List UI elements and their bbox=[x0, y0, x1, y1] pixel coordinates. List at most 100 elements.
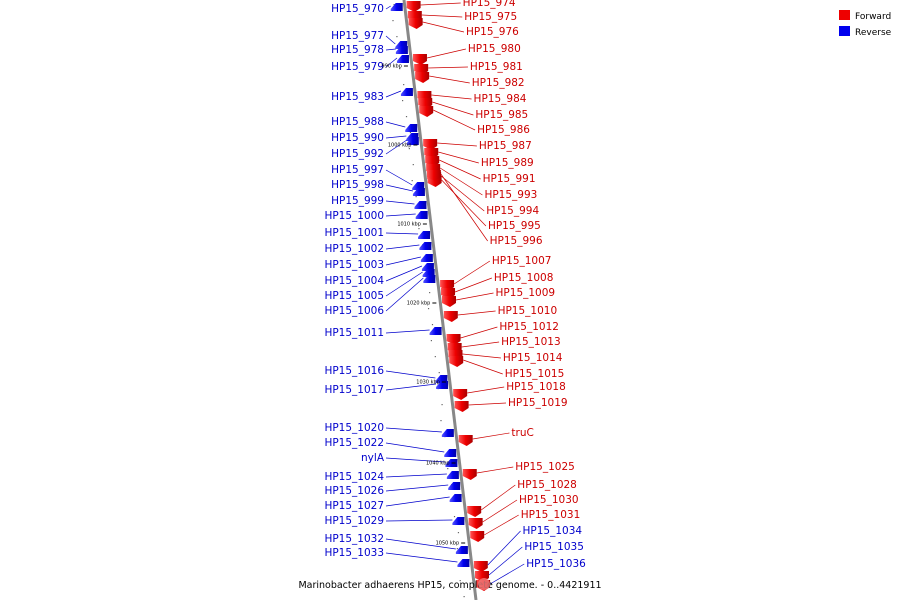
reverse-gene-label[interactable]: HP15_1029 bbox=[324, 515, 384, 527]
forward-gene-block[interactable] bbox=[426, 170, 441, 181]
reverse-gene-label[interactable]: HP15_1002 bbox=[324, 243, 384, 255]
reverse-gene-label[interactable]: HP15_979 bbox=[331, 61, 384, 73]
forward-gene-block[interactable] bbox=[449, 356, 464, 367]
forward-gene-block[interactable] bbox=[462, 469, 477, 480]
reverse-gene-block[interactable] bbox=[448, 482, 461, 490]
forward-gene-label[interactable]: HP15_1034 bbox=[523, 525, 583, 537]
reverse-gene-block[interactable] bbox=[446, 471, 459, 479]
forward-gene-label[interactable]: HP15_984 bbox=[474, 93, 527, 105]
forward-gene-label[interactable]: HP15_985 bbox=[475, 109, 528, 121]
reverse-gene-label[interactable]: HP15_1003 bbox=[324, 259, 384, 271]
reverse-gene-label[interactable]: HP15_1016 bbox=[324, 365, 384, 377]
forward-gene-block[interactable] bbox=[473, 561, 488, 572]
reverse-gene-label[interactable]: HP15_988 bbox=[331, 116, 384, 128]
forward-gene-block[interactable] bbox=[453, 389, 468, 400]
reverse-gene-block[interactable] bbox=[420, 254, 433, 262]
reverse-gene-block[interactable] bbox=[412, 188, 425, 196]
forward-gene-block[interactable] bbox=[423, 139, 438, 150]
reverse-gene-block[interactable] bbox=[395, 46, 408, 54]
reverse-gene-label[interactable]: HP15_970 bbox=[331, 3, 384, 15]
reverse-gene-label[interactable]: HP15_990 bbox=[331, 132, 384, 144]
forward-gene-label[interactable]: HP15_1009 bbox=[496, 287, 556, 299]
reverse-gene-block[interactable] bbox=[452, 517, 465, 525]
reverse-gene-label[interactable]: HP15_992 bbox=[331, 148, 384, 160]
reverse-gene-label[interactable]: HP15_1022 bbox=[324, 437, 384, 449]
forward-gene-label[interactable]: HP15_987 bbox=[479, 140, 532, 152]
reverse-gene-block[interactable] bbox=[455, 546, 468, 554]
reverse-gene-label[interactable]: HP15_1027 bbox=[324, 500, 384, 512]
forward-gene-label[interactable]: HP15_1025 bbox=[515, 461, 575, 473]
forward-gene-label[interactable]: HP15_1010 bbox=[498, 305, 558, 317]
reverse-gene-block[interactable] bbox=[406, 137, 419, 145]
forward-gene-block[interactable] bbox=[470, 531, 485, 542]
reverse-gene-block[interactable] bbox=[396, 55, 409, 63]
reverse-gene-label[interactable]: HP15_1004 bbox=[324, 275, 384, 287]
forward-gene-label[interactable]: HP15_994 bbox=[486, 205, 539, 217]
forward-gene-label[interactable]: HP15_1031 bbox=[521, 509, 581, 521]
forward-gene-block[interactable] bbox=[458, 435, 473, 446]
forward-gene-label[interactable]: HP15_980 bbox=[468, 43, 521, 55]
forward-gene-label[interactable]: HP15_996 bbox=[490, 235, 543, 247]
reverse-gene-label[interactable]: HP15_1026 bbox=[324, 485, 384, 497]
reverse-gene-block[interactable] bbox=[418, 231, 431, 239]
forward-gene-label[interactable]: HP15_1018 bbox=[506, 381, 566, 393]
reverse-gene-label[interactable]: HP15_1024 bbox=[324, 471, 384, 483]
reverse-gene-label[interactable]: HP15_1000 bbox=[324, 210, 384, 222]
reverse-gene-label[interactable]: HP15_978 bbox=[331, 44, 384, 56]
reverse-gene-label[interactable]: HP15_998 bbox=[331, 179, 384, 191]
forward-gene-label[interactable]: HP15_1012 bbox=[499, 321, 559, 333]
forward-gene-label[interactable]: HP15_986 bbox=[477, 124, 530, 136]
forward-gene-block[interactable] bbox=[406, 1, 421, 12]
reverse-gene-block[interactable] bbox=[441, 429, 454, 437]
forward-gene-label[interactable]: HP15_993 bbox=[484, 189, 537, 201]
reverse-gene-block[interactable] bbox=[414, 201, 427, 209]
reverse-gene-label[interactable]: HP15_977 bbox=[331, 30, 384, 42]
reverse-gene-block[interactable] bbox=[423, 275, 436, 283]
forward-gene-label[interactable]: HP15_1019 bbox=[508, 397, 568, 409]
reverse-gene-label[interactable]: HP15_1005 bbox=[324, 290, 384, 302]
forward-gene-label[interactable]: HP15_975 bbox=[464, 11, 517, 23]
reverse-gene-block[interactable] bbox=[436, 381, 449, 389]
forward-gene-label[interactable]: HP15_982 bbox=[472, 77, 525, 89]
forward-gene-label[interactable]: HP15_1015 bbox=[505, 368, 565, 380]
forward-gene-label[interactable]: HP15_1014 bbox=[503, 352, 563, 364]
forward-gene-label[interactable]: HP15_991 bbox=[483, 173, 536, 185]
reverse-gene-label[interactable]: HP15_1006 bbox=[324, 305, 384, 317]
reverse-gene-block[interactable] bbox=[429, 327, 442, 335]
reverse-gene-block[interactable] bbox=[400, 88, 413, 96]
forward-gene-block[interactable] bbox=[454, 401, 469, 412]
reverse-gene-block[interactable] bbox=[390, 3, 403, 11]
reverse-gene-label[interactable]: HP15_983 bbox=[331, 91, 384, 103]
forward-gene-label[interactable]: HP15_976 bbox=[466, 26, 519, 38]
reverse-gene-label[interactable]: HP15_1033 bbox=[324, 547, 384, 559]
forward-gene-block[interactable] bbox=[412, 54, 427, 65]
forward-gene-label[interactable]: HP15_981 bbox=[470, 61, 523, 73]
reverse-gene-block[interactable] bbox=[419, 242, 432, 250]
reverse-gene-label[interactable]: HP15_1020 bbox=[324, 422, 384, 434]
forward-gene-label[interactable]: HP15_1007 bbox=[492, 255, 552, 267]
forward-gene-label[interactable]: HP15_1028 bbox=[517, 479, 577, 491]
reverse-gene-label[interactable]: HP15_1017 bbox=[324, 384, 384, 396]
forward-gene-label[interactable]: HP15_974 bbox=[463, 0, 516, 9]
forward-gene-label[interactable]: HP15_995 bbox=[488, 220, 541, 232]
reverse-gene-block[interactable] bbox=[449, 494, 462, 502]
reverse-gene-label[interactable]: HP15_1001 bbox=[324, 227, 384, 239]
forward-gene-block[interactable] bbox=[408, 18, 423, 29]
forward-gene-label[interactable]: HP15_1013 bbox=[501, 336, 561, 348]
reverse-gene-label[interactable]: nylA bbox=[361, 452, 385, 464]
forward-gene-label[interactable]: HP15_989 bbox=[481, 157, 534, 169]
forward-gene-label[interactable]: HP15_1036 bbox=[526, 558, 586, 570]
forward-gene-label[interactable]: truC bbox=[511, 427, 533, 439]
forward-gene-block[interactable] bbox=[467, 506, 482, 517]
reverse-gene-block[interactable] bbox=[445, 459, 458, 467]
forward-gene-block[interactable] bbox=[415, 72, 430, 83]
reverse-gene-label[interactable]: HP15_997 bbox=[331, 164, 384, 176]
reverse-gene-block[interactable] bbox=[444, 449, 457, 457]
reverse-gene-block[interactable] bbox=[415, 211, 428, 219]
forward-gene-block[interactable] bbox=[468, 518, 483, 529]
reverse-gene-label[interactable]: HP15_999 bbox=[331, 195, 384, 207]
reverse-gene-label[interactable]: HP15_1011 bbox=[324, 327, 384, 339]
reverse-gene-block[interactable] bbox=[457, 559, 470, 567]
forward-gene-block[interactable] bbox=[442, 296, 456, 307]
forward-gene-label[interactable]: HP15_1035 bbox=[524, 541, 584, 553]
